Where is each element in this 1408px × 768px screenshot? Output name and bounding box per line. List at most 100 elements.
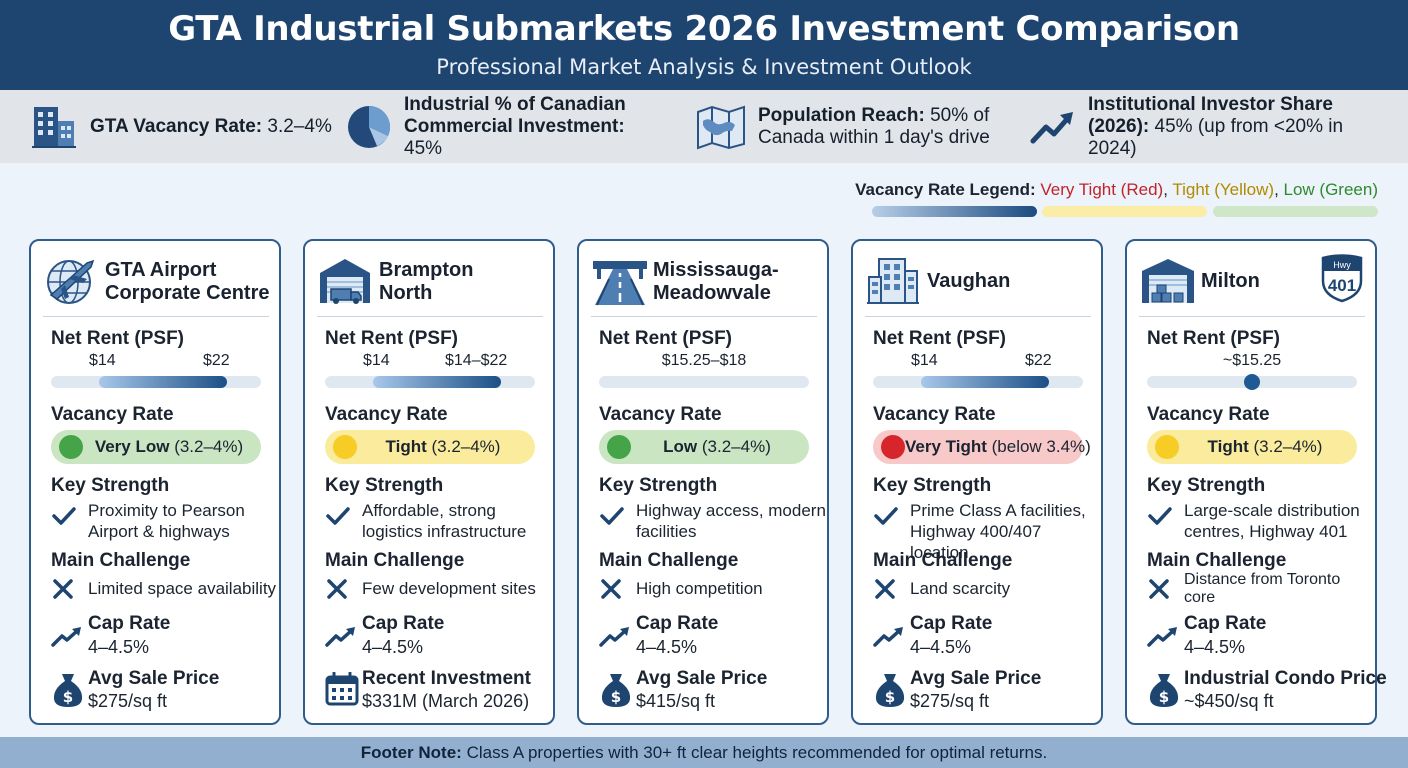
check-icon — [1148, 507, 1172, 525]
rent-low: $14 — [89, 352, 116, 369]
header: GTA Industrial Submarkets 2026 Investmen… — [0, 0, 1408, 90]
vacancy-level: Tight — [1207, 437, 1249, 456]
rent-range-bar — [1147, 374, 1357, 390]
rent-low: $14 — [363, 352, 390, 369]
card-title: Milton — [1201, 270, 1260, 292]
svg-text:$: $ — [611, 688, 621, 706]
challenge-heading: Main Challenge — [1147, 550, 1287, 571]
metric-value: $275/sq ft — [88, 691, 168, 711]
rent-range-label: $15.25–$18 — [661, 352, 747, 369]
card-title: Mississauga-Meadowvale — [653, 259, 779, 304]
vacancy-status-pill: Low (3.2–4%) — [599, 430, 809, 464]
money-bag-icon: $ — [875, 674, 905, 707]
footer-text: Class A properties with 30+ ft clear hei… — [466, 743, 1048, 762]
money-bag-icon: $ — [601, 674, 631, 707]
cap-rate-heading: Cap Rate — [1184, 613, 1267, 634]
strength-heading: Key Strength — [325, 475, 444, 496]
rent-high: $22 — [1025, 352, 1052, 369]
trend-up-icon — [1147, 627, 1177, 647]
vacancy-range: (below 3.4%) — [991, 437, 1091, 456]
rent-range-bar — [599, 376, 809, 388]
metric-heading: Avg Sale Price — [636, 668, 768, 689]
vacancy-range: (3.2–4%) — [431, 437, 501, 456]
vacancy-level: Tight — [385, 437, 427, 456]
card-vaughan: Vaughan Net Rent (PSF) $14 $22 Vacancy R… — [851, 239, 1103, 725]
card-title: GTA Airport Corporate Centre — [105, 259, 270, 304]
challenge-text: Limited space availability — [88, 579, 277, 598]
svg-text:$: $ — [1159, 688, 1169, 706]
legend-item-low: Low (Green) — [1283, 180, 1378, 199]
rent-range-fill — [373, 376, 501, 388]
stat-industrial-share: Industrial % of Canadian Commercial Inve… — [346, 90, 664, 163]
rent-range-fill — [99, 376, 227, 388]
legend-bar-yellow — [1042, 206, 1207, 217]
status-dot-red — [881, 435, 905, 459]
metric-value: $275/sq ft — [910, 691, 990, 711]
card-milton: Milton Hwy 401 Net Rent (PSF) ~$15.25 Va… — [1125, 239, 1387, 725]
check-icon — [326, 507, 350, 525]
legend-bar-blue — [872, 206, 1037, 217]
check-icon — [52, 507, 76, 525]
money-bag-icon: $ — [1149, 674, 1179, 707]
challenge-heading: Main Challenge — [599, 550, 739, 571]
trend-up-icon — [599, 627, 629, 647]
net-rent-heading: Net Rent (PSF) — [599, 328, 732, 349]
metric-value: ~$450/sq ft — [1184, 691, 1274, 711]
trend-up-icon — [873, 627, 903, 647]
vacancy-status-pill: Very Low (3.2–4%) — [51, 430, 261, 464]
vacancy-heading: Vacancy Rate — [325, 404, 448, 425]
rent-range-bar — [873, 376, 1083, 388]
vacancy-legend: Vacancy Rate Legend: Very Tight (Red), T… — [855, 180, 1380, 220]
challenge-text: High competition — [636, 579, 763, 598]
net-rent-heading: Net Rent (PSF) — [325, 328, 458, 349]
rent-high: $14–$22 — [445, 352, 508, 369]
strength-text: Affordable, strong logistics infrastruct… — [362, 501, 527, 541]
svg-text:$: $ — [63, 688, 73, 706]
metric-value: $331M (March 2026) — [362, 691, 530, 711]
metric-heading: Avg Sale Price — [910, 668, 1042, 689]
metric-heading: Industrial Condo Price — [1184, 668, 1387, 689]
trend-up-icon — [325, 627, 355, 647]
check-icon — [600, 507, 624, 525]
card-brampton-north: Brampton North Net Rent (PSF) $14 $14–$2… — [303, 239, 555, 725]
cap-rate-heading: Cap Rate — [636, 613, 719, 634]
legend-item-tight: Tight (Yellow) — [1172, 180, 1275, 199]
stat-vacancy: GTA Vacancy Rate: 3.2–4% — [30, 90, 350, 163]
rent-range-bar — [51, 376, 261, 388]
cap-rate-heading: Cap Rate — [910, 613, 993, 634]
status-dot-yellow — [1155, 435, 1179, 459]
vacancy-heading: Vacancy Rate — [1147, 404, 1270, 425]
rent-high: $22 — [203, 352, 230, 369]
status-dot-yellow — [333, 435, 357, 459]
net-rent-heading: Net Rent (PSF) — [1147, 328, 1280, 349]
airplane-globe-icon — [47, 259, 95, 304]
page-subtitle: Professional Market Analysis & Investmen… — [436, 55, 972, 79]
money-bag-icon: $ — [53, 674, 83, 707]
vacancy-status-pill: Very Tight (below 3.4%) — [873, 430, 1091, 464]
pie-chart-icon — [348, 105, 391, 148]
vacancy-status-pill: Tight (3.2–4%) — [325, 430, 535, 464]
highway-401-shield-icon: Hwy 401 — [1321, 254, 1363, 303]
highway-icon — [593, 261, 647, 306]
vacancy-heading: Vacancy Rate — [873, 404, 996, 425]
hwy-number: 401 — [1328, 276, 1356, 295]
challenge-text: Distance from Toronto core — [1184, 571, 1341, 606]
vacancy-range: (3.2–4%) — [1253, 437, 1323, 456]
vacancy-status-pill: Tight (3.2–4%) — [1147, 430, 1357, 464]
vacancy-heading: Vacancy Rate — [599, 404, 722, 425]
distribution-warehouse-icon — [1142, 259, 1194, 303]
legend-bar-green — [1213, 206, 1378, 217]
office-building-icon — [867, 258, 919, 304]
status-dot-green — [59, 435, 83, 459]
x-icon — [53, 579, 73, 599]
net-rent-heading: Net Rent (PSF) — [51, 328, 184, 349]
rent-marker-dot — [1244, 374, 1260, 390]
cap-rate-value: 4–4.5% — [362, 637, 424, 657]
challenge-heading: Main Challenge — [873, 550, 1013, 571]
card-gta-airport: GTA Airport Corporate Centre Net Rent (P… — [29, 239, 281, 725]
x-icon — [601, 579, 621, 599]
rent-low: $14 — [911, 352, 938, 369]
strength-heading: Key Strength — [51, 475, 170, 496]
card-title: Brampton North — [379, 259, 474, 304]
cap-rate-heading: Cap Rate — [362, 613, 445, 634]
